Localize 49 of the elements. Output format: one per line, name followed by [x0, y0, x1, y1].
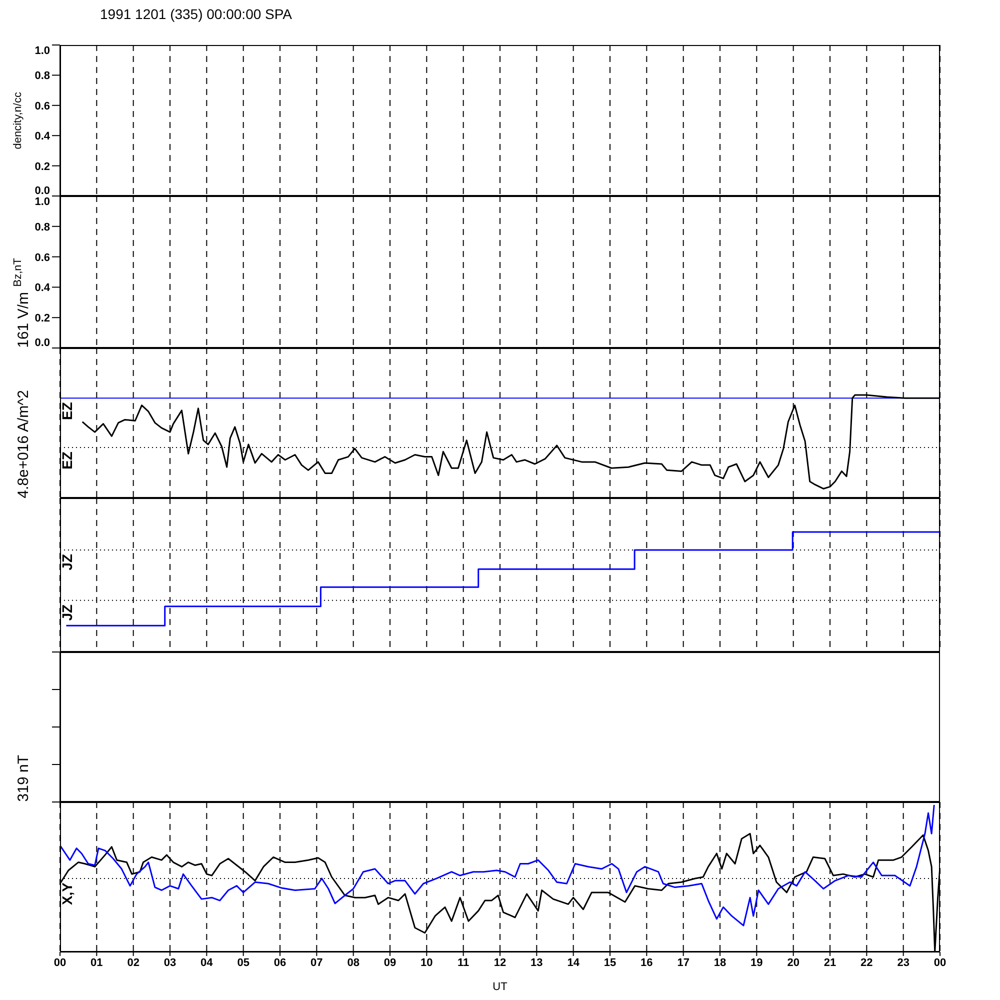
x-tick-label: 20	[787, 956, 800, 969]
x-tick-label: 00	[934, 956, 946, 969]
x-tick-label: 16	[640, 956, 653, 969]
x-tick-label: 17	[677, 956, 690, 969]
ref-line-label: EZ	[59, 451, 75, 470]
x-tick-label: 10	[420, 956, 433, 969]
y-tick-label: 0.6	[34, 252, 50, 264]
y-axis-title: Bz,nT	[12, 258, 24, 286]
y-tick-label: 0.8	[34, 221, 50, 234]
y-axis-title: dencity,n/cc	[12, 92, 24, 150]
ref-line-label: JZ	[59, 554, 75, 570]
y-axis-title: 4.8e+016 A/m^2	[15, 390, 32, 498]
ref-line-label: JZ	[59, 604, 75, 621]
chart-title: 1991 1201 (335) 00:00:00 SPA	[100, 6, 292, 22]
ref-line-label: X,Y	[59, 882, 75, 906]
x-tick-label: 15	[604, 956, 616, 969]
x-tick-label: 11	[458, 956, 470, 969]
x-tick-label: 05	[237, 956, 250, 969]
x-tick-label: 18	[714, 956, 726, 969]
y-tick-label: 1.0	[34, 196, 50, 208]
x-tick-label: 00	[54, 956, 66, 969]
y-tick-label: 0.4	[34, 130, 51, 143]
x-tick-label: 06	[274, 956, 286, 969]
x-tick-label: 21	[824, 956, 836, 969]
y-tick-label: 0.2	[34, 312, 50, 325]
y-tick-label: 0.2	[34, 160, 50, 173]
x-tick-label: 22	[860, 956, 873, 969]
x-tick-label: 03	[164, 956, 176, 969]
x-tick-label: 12	[494, 956, 506, 969]
y-tick-label: 0.8	[34, 70, 50, 82]
x-axis-title: UT	[492, 981, 508, 993]
x-tick-label: 07	[310, 956, 323, 969]
x-tick-label: 08	[347, 956, 360, 969]
y-axis-title: 161 V/m	[15, 292, 32, 348]
y-tick-label: 1.0	[34, 45, 50, 57]
x-tick-label: 01	[90, 956, 103, 969]
x-tick-label: 09	[384, 956, 396, 969]
x-tick-label: 04	[200, 956, 214, 969]
y-tick-label: 0.6	[34, 100, 50, 112]
x-tick-label: 14	[567, 956, 580, 969]
y-tick-label: 0.4	[34, 282, 51, 294]
x-tick-label: 13	[530, 956, 543, 969]
x-tick-label: 19	[750, 956, 763, 969]
y-tick-label: 0.0	[34, 185, 50, 197]
x-tick-label: 02	[127, 956, 140, 969]
y-axis-title: 319 nT	[15, 755, 32, 802]
y-tick-label: 0.0	[34, 337, 50, 349]
x-tick-label: 23	[897, 956, 910, 969]
ref-line-label: EZ	[59, 402, 75, 420]
